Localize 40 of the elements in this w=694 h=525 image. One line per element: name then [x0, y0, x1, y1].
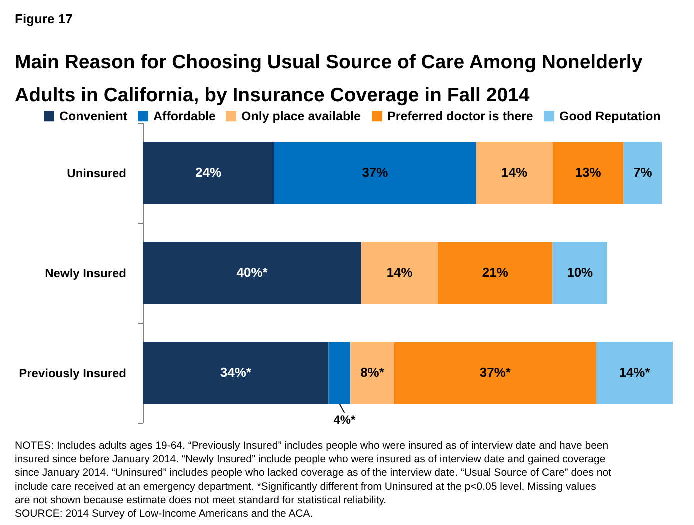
- bar: [552, 142, 624, 204]
- data-label: 14%: [502, 165, 528, 180]
- data-label: 37%: [362, 165, 389, 180]
- bar: [552, 242, 608, 304]
- legend-label: Preferred doctor is there: [388, 109, 534, 124]
- data-label: 14%: [386, 265, 414, 280]
- bar: [394, 342, 597, 404]
- data-label: 37%*: [480, 365, 512, 380]
- bar: [624, 142, 662, 204]
- bar: [274, 142, 476, 204]
- bar: [438, 242, 553, 304]
- data-label: 8%*: [360, 365, 386, 380]
- data-label: 10%: [567, 265, 594, 280]
- legend-label: Affordable: [154, 109, 216, 124]
- bar: [596, 342, 673, 404]
- data-label: 21%: [482, 265, 509, 280]
- bar: [362, 242, 438, 304]
- y-tick-label: Previously Insured: [19, 366, 126, 380]
- bar: [143, 142, 274, 204]
- bar: [350, 342, 394, 404]
- data-label: 14%*: [619, 365, 652, 380]
- chart-title: Main Reason for Choosing Usual Source of Care Among Nonelderly Adults in California, by Insurance Coverage in Fall 2014: [15, 52, 643, 106]
- data-label: 4%*: [334, 413, 356, 427]
- bar: [476, 142, 553, 204]
- data-label: 40%*: [236, 265, 269, 280]
- legend-label: Good Reputation: [560, 109, 661, 124]
- legend-label: Convenient: [60, 109, 128, 124]
- source-note: SOURCE: 2014 Survey of Low-Income Americans and the ACA.: [15, 508, 314, 520]
- legend-label: Only place available: [242, 109, 362, 124]
- bar: [143, 242, 362, 304]
- data-label: 7%: [634, 165, 653, 180]
- bar: [328, 342, 351, 404]
- data-label: 13%: [575, 165, 602, 180]
- y-tick-label: Uninsured: [67, 166, 126, 180]
- text: NOTES: Includes adults ages 19-64. “Previously Insured” includes people who were insured as of interview date and have been insured since before January 2014. “Newly Insured” include people who were insured as of interview date and gained coverage since January 2014. “Uninsured” includes people who lacked coverage as of the interview date. “Usual Source of Care” does not include care received at an emergency department. *Significantly different from Uninsured at the p<0.05 level. Missing values are not shown because estimate does not meet standard for statistical reliability.: [15, 440, 612, 506]
- bar: [143, 342, 329, 404]
- data-label: 24%: [196, 165, 222, 180]
- data-label: 34%*: [220, 365, 252, 380]
- chart-subtitle: Figure 17: [15, 12, 73, 26]
- y-tick-label: Newly Insured: [45, 266, 126, 280]
